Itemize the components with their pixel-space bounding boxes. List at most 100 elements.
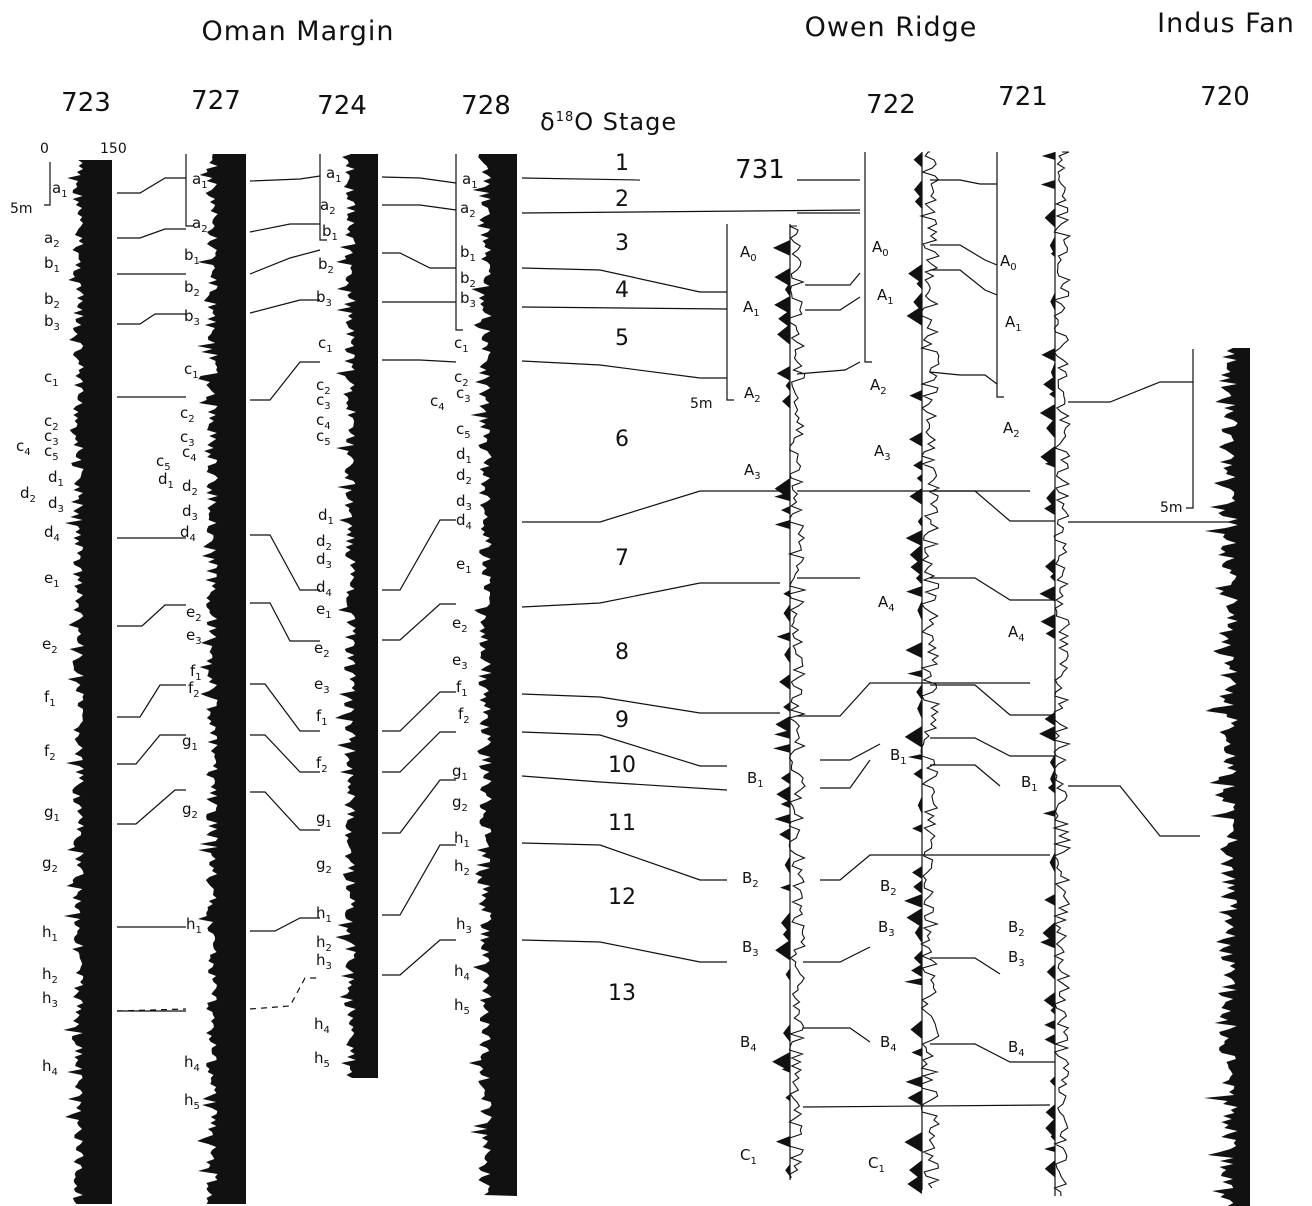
horizon-label: c2 xyxy=(44,412,59,433)
horizon-label: A1 xyxy=(877,286,894,307)
horizon-label: B1 xyxy=(1021,773,1038,794)
correlation-line xyxy=(521,731,727,767)
horizon-label: A1 xyxy=(1005,313,1022,334)
stage-number: 2 xyxy=(615,187,629,212)
horizon-label: d2 xyxy=(182,477,198,498)
correlation-line xyxy=(250,361,320,401)
horizon-label: h4 xyxy=(314,1015,330,1036)
correlation-line-dashed xyxy=(249,977,320,1010)
horizon-label: b2 xyxy=(318,255,334,276)
horizon-label: g2 xyxy=(42,854,58,875)
horizon-label: C1 xyxy=(868,1154,885,1175)
horizon-label: d1 xyxy=(456,445,472,466)
horizon-label: e2 xyxy=(42,635,58,656)
horizon-label: e1 xyxy=(456,555,472,576)
correlation-line xyxy=(117,177,186,194)
region-title-owen-ridge: Owen Ridge xyxy=(805,12,978,43)
horizon-label: b3 xyxy=(44,312,60,333)
horizon-label: h1 xyxy=(42,923,58,944)
horizon-label: h5 xyxy=(314,1049,330,1070)
horizon-label: c5 xyxy=(316,427,331,448)
horizon-label: B3 xyxy=(742,938,759,959)
horizon-label: h1 xyxy=(186,915,202,936)
site-number-721: 721 xyxy=(998,82,1048,112)
correlation-line xyxy=(382,359,457,363)
scale-max-label: 150 xyxy=(100,141,127,157)
horizon-label: a2 xyxy=(460,199,476,220)
horizon-label: c3 xyxy=(180,428,195,449)
horizon-label: h2 xyxy=(316,933,332,954)
correlation-line xyxy=(117,604,186,627)
horizon-label: h3 xyxy=(316,951,332,972)
horizon-label: A0 xyxy=(872,238,889,259)
horizon-label: b2 xyxy=(184,278,200,299)
carbonate-log-722 xyxy=(919,151,941,1189)
scale-depth-label-720: 5m xyxy=(1160,500,1183,516)
correlation-line xyxy=(250,734,320,773)
horizon-label: c4 xyxy=(182,443,197,464)
horizon-label: e2 xyxy=(452,614,468,635)
scale-min-label: 0 xyxy=(40,141,49,157)
horizon-label: h5 xyxy=(454,996,470,1017)
scale-bar-723: 0 150 5m xyxy=(10,141,127,217)
horizon-label: A3 xyxy=(744,461,761,482)
correlation-line xyxy=(930,737,1055,757)
correlation-line xyxy=(805,296,861,311)
horizon-label: B1 xyxy=(747,769,764,790)
horizon-label: B4 xyxy=(740,1033,757,1054)
horizon-label: B2 xyxy=(880,877,897,898)
horizon-label: g2 xyxy=(452,793,468,814)
correlation-line xyxy=(250,791,320,831)
horizon-label: A3 xyxy=(874,442,891,463)
stage-number: 5 xyxy=(615,326,629,351)
horizon-label: c2 xyxy=(180,404,195,425)
horizon-label: g1 xyxy=(44,803,60,824)
horizon-label: e3 xyxy=(452,651,468,672)
correlation-line xyxy=(381,176,457,184)
stage-number: 6 xyxy=(615,427,629,452)
correlation-line xyxy=(796,361,861,375)
correlation-line xyxy=(382,204,457,211)
stage-number: 4 xyxy=(615,278,629,303)
horizon-label: e1 xyxy=(316,600,332,621)
horizon-label: f1 xyxy=(316,707,328,728)
horizon-label: c3 xyxy=(316,391,331,412)
horizon-label: c4 xyxy=(16,437,31,458)
horizon-label: g2 xyxy=(182,800,198,821)
horizon-label: h4 xyxy=(454,962,470,983)
correlation-line xyxy=(797,682,1030,717)
correlation-line xyxy=(249,249,321,275)
correlation-line xyxy=(805,272,861,286)
horizon-label: a2 xyxy=(320,196,336,217)
carbonate-spikes-731 xyxy=(772,240,790,1177)
horizon-label: d3 xyxy=(316,550,332,571)
site-number-724: 724 xyxy=(317,91,367,121)
correlation-line xyxy=(930,269,998,296)
horizon-label: a2 xyxy=(192,214,208,235)
correlation-line xyxy=(930,244,998,266)
horizon-label: f2 xyxy=(188,679,200,700)
site-number-723: 723 xyxy=(61,88,111,118)
correlation-line xyxy=(382,844,456,916)
horizon-label: h2 xyxy=(42,965,58,986)
horizon-label: e3 xyxy=(186,626,202,647)
correlation-line xyxy=(521,939,727,963)
horizon-label: h1 xyxy=(454,829,470,850)
site-number-720: 720 xyxy=(1200,82,1250,112)
horizon-label: b2 xyxy=(44,290,60,311)
correlation-line xyxy=(250,602,320,642)
correlation-line xyxy=(382,939,456,976)
horizon-label: h3 xyxy=(42,989,58,1010)
correlation-line xyxy=(521,693,780,714)
horizon-label: c3 xyxy=(44,427,59,448)
carbonate-log-727 xyxy=(197,154,246,1204)
correlation-line xyxy=(521,177,641,181)
horizon-label: d3 xyxy=(182,502,198,523)
horizon-label: e1 xyxy=(44,569,60,590)
correlation-line xyxy=(249,223,320,233)
horizon-label: c5 xyxy=(156,452,171,473)
correlation-line-dashed xyxy=(116,1008,187,1012)
correlation-line xyxy=(930,1043,1055,1063)
correlation-line xyxy=(521,842,727,881)
